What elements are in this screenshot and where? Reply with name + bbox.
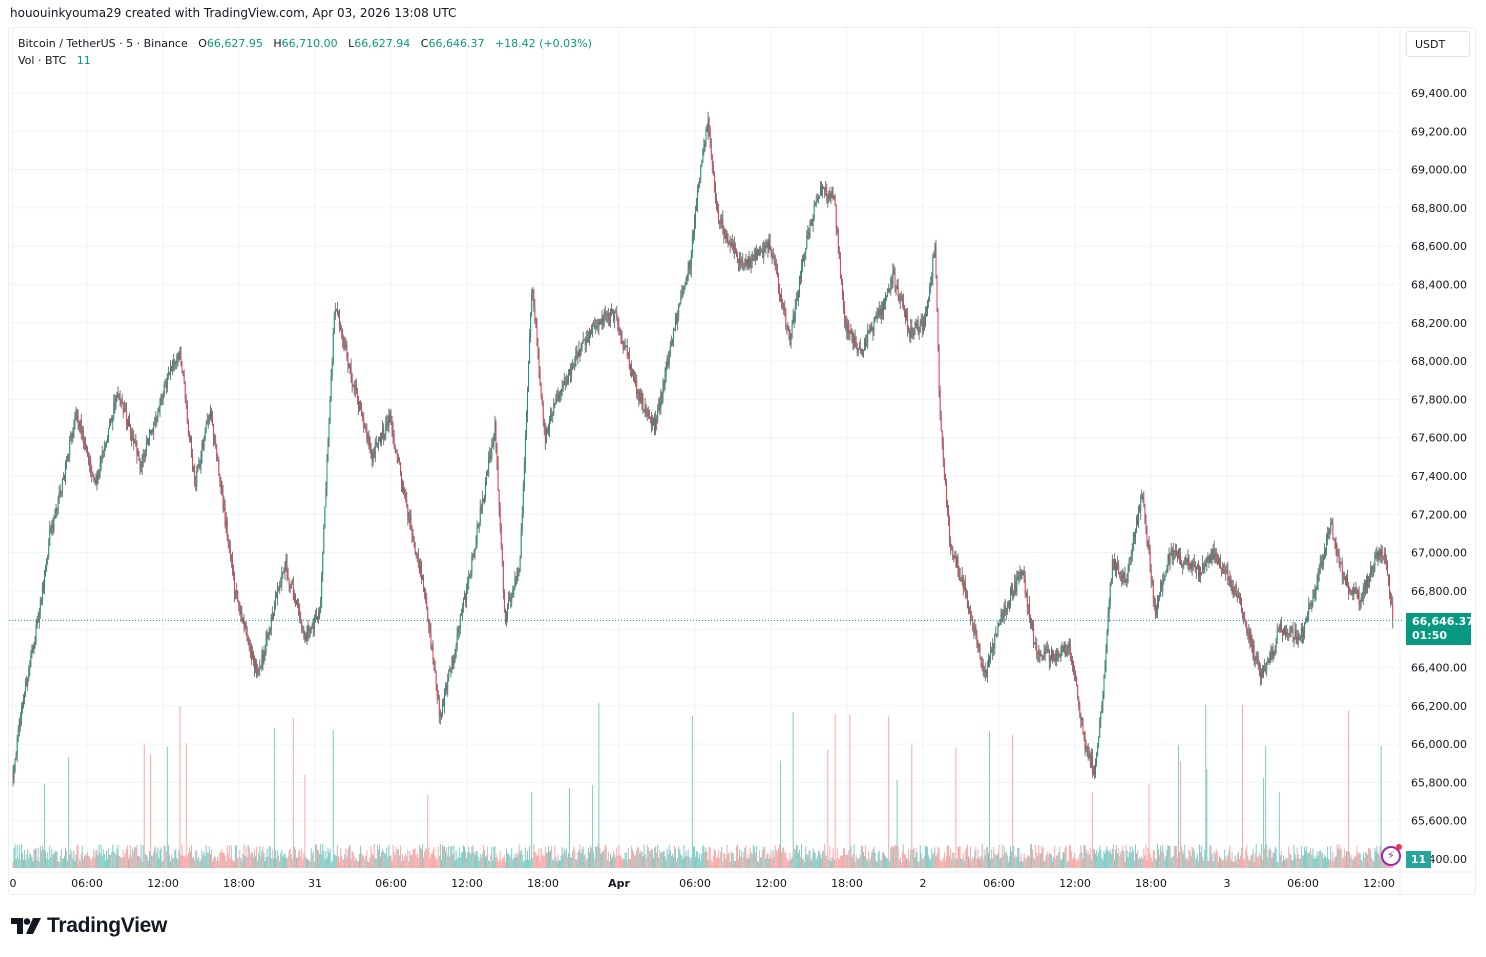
x-axis-tick-label: 06:00	[1287, 877, 1319, 890]
tradingview-logo[interactable]: TradingView	[11, 914, 167, 938]
y-axis-tick-label: 67,600.00	[1411, 432, 1467, 445]
chart-legend: Bitcoin / TetherUS · 5 · Binance O66,627…	[18, 35, 592, 69]
low-value: 66,627.94	[354, 37, 411, 50]
y-axis-tick-label: 68,200.00	[1411, 317, 1467, 330]
open-value: 66,627.95	[206, 37, 263, 50]
bar-countdown: 01:50	[1412, 629, 1448, 642]
close-value: 66,646.37	[428, 37, 485, 50]
symbol-label[interactable]: Bitcoin / TetherUS · 5 · Binance	[18, 37, 188, 50]
low-label: L	[348, 37, 355, 50]
chart-frame	[8, 27, 1476, 895]
y-axis-tick-label: 68,600.00	[1411, 240, 1467, 253]
y-axis-tick-label: 65,600.00	[1411, 815, 1467, 828]
y-axis-tick-label: 66,200.00	[1411, 700, 1467, 713]
x-axis-tick-label: 12:00	[1363, 877, 1395, 890]
x-axis-tick-label: 18:00	[831, 877, 863, 890]
y-axis-tick-label: 68,400.00	[1411, 279, 1467, 292]
x-axis-tick-label: 12:00	[147, 877, 179, 890]
notification-dot-icon	[1396, 844, 1402, 850]
legend-row-price: Bitcoin / TetherUS · 5 · Binance O66,627…	[18, 35, 592, 52]
tradingview-logo-text: TradingView	[47, 914, 168, 937]
volume-bars	[12, 703, 1394, 868]
y-axis-tick-label: 69,200.00	[1411, 125, 1467, 138]
y-axis-tick-label: 67,400.00	[1411, 470, 1467, 483]
y-axis-tick-label: 68,800.00	[1411, 202, 1467, 215]
last-price-value: 66,646.37	[1412, 615, 1474, 628]
x-axis-tick-label: 2	[920, 877, 927, 890]
volume-last-label: 11	[1406, 851, 1431, 868]
volume-value: 11	[76, 54, 91, 67]
y-axis-tick-label: 66,000.00	[1411, 738, 1467, 751]
high-label: H	[273, 37, 282, 50]
y-axis-tick-label: 65,800.00	[1411, 776, 1467, 789]
y-axis-tick-label: 69,400.00	[1411, 87, 1467, 100]
x-axis-tick-label: 12:00	[1059, 877, 1091, 890]
y-axis-tick-label: 67,000.00	[1411, 547, 1467, 560]
y-axis-tick-label: 67,200.00	[1411, 508, 1467, 521]
alert-lightning-icon[interactable]: ⚡	[1381, 846, 1401, 866]
x-axis-tick-label: 12:00	[755, 877, 787, 890]
x-axis-tick-label: Apr	[608, 877, 630, 890]
x-axis-tick-label: 18:00	[527, 877, 559, 890]
x-axis-tick-label: 18:00	[223, 877, 255, 890]
x-axis-tick-label: 0	[10, 877, 17, 890]
close-label: C	[420, 37, 429, 50]
x-axis-tick-label: 12:00	[451, 877, 483, 890]
chart-credit: hououinkyouma29 created with TradingView…	[10, 6, 457, 20]
y-axis-tick-label: 69,000.00	[1411, 164, 1467, 177]
change-value: +18.42 (+0.03%)	[494, 37, 592, 50]
x-axis-tick-label: 06:00	[983, 877, 1015, 890]
y-axis-tick-label: 68,000.00	[1411, 355, 1467, 368]
x-axis-tick-label: 06:00	[375, 877, 407, 890]
y-axis-tick-label: 67,800.00	[1411, 393, 1467, 406]
high-value: 66,710.00	[281, 37, 338, 50]
x-axis-tick-label: 06:00	[71, 877, 103, 890]
x-axis-tick-label: 18:00	[1135, 877, 1167, 890]
volume-label[interactable]: Vol · BTC	[18, 54, 67, 67]
candles	[12, 111, 1394, 787]
y-axis-tick-label: 66,800.00	[1411, 585, 1467, 598]
currency-button[interactable]: USDT	[1406, 31, 1470, 57]
x-axis-tick-label: 06:00	[679, 877, 711, 890]
y-axis-tick-label: 66,400.00	[1411, 662, 1467, 675]
open-label: O	[198, 37, 207, 50]
legend-row-volume: Vol · BTC 11	[18, 52, 592, 69]
x-axis-tick-label: 3	[1224, 877, 1231, 890]
last-price-label: 66,646.37 01:50	[1406, 613, 1474, 645]
x-axis-tick-label: 31	[308, 877, 322, 890]
tradingview-logo-icon	[11, 918, 41, 934]
